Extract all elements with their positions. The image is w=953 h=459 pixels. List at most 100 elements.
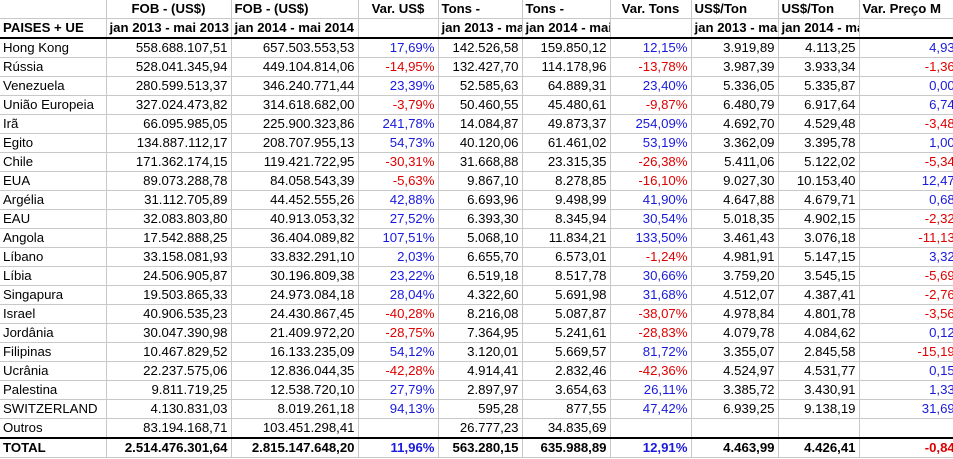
var-preco-cell[interactable]: -5,34% bbox=[859, 152, 953, 172]
country-cell[interactable]: Palestina bbox=[0, 380, 107, 400]
fob2014-cell[interactable]: 119.421.722,95 bbox=[231, 152, 359, 172]
var-tons-cell[interactable]: 53,19% bbox=[610, 133, 692, 153]
tons2014-cell[interactable]: 8.517,78 bbox=[522, 266, 611, 286]
ust2013-cell[interactable]: 5.336,05 bbox=[691, 76, 779, 96]
fob2014-cell[interactable]: 36.404.089,82 bbox=[231, 228, 359, 248]
header-cell[interactable]: Tons - bbox=[522, 0, 611, 19]
var-usd-cell[interactable]: -14,95% bbox=[358, 57, 439, 77]
ust2014-cell[interactable]: 6.917,64 bbox=[778, 95, 860, 115]
var-usd-cell[interactable]: 94,13% bbox=[358, 399, 439, 419]
var-tons-cell[interactable]: 133,50% bbox=[610, 228, 692, 248]
var-preco-cell[interactable]: 0,12% bbox=[859, 323, 953, 343]
var-preco-cell[interactable]: 31,69% bbox=[859, 399, 953, 419]
tons2013-cell[interactable]: 8.216,08 bbox=[438, 304, 523, 324]
fob2014-cell[interactable]: 44.452.555,26 bbox=[231, 190, 359, 210]
country-cell[interactable]: Angola bbox=[0, 228, 107, 248]
var-usd-cell[interactable]: 54,12% bbox=[358, 342, 439, 362]
var-tons-cell[interactable]: -16,10% bbox=[610, 171, 692, 191]
tons2014-cell[interactable]: 5.241,61 bbox=[522, 323, 611, 343]
ust2014-cell[interactable]: 3.545,15 bbox=[778, 266, 860, 286]
var-preco-cell[interactable]: 12,47% bbox=[859, 171, 953, 191]
country-cell[interactable]: Líbia bbox=[0, 266, 107, 286]
var-usd-cell[interactable]: 17,69% bbox=[358, 38, 439, 58]
header-cell[interactable]: FOB - (US$) bbox=[106, 0, 232, 19]
header-cell[interactable]: US$/Ton bbox=[691, 0, 779, 19]
ust2014-cell[interactable]: 5.147,15 bbox=[778, 247, 860, 267]
var-preco-cell[interactable]: -15,19% bbox=[859, 342, 953, 362]
tons2013-cell[interactable]: 6.393,30 bbox=[438, 209, 523, 229]
header-cell[interactable]: jan 2013 - mai 2013 bbox=[691, 18, 779, 39]
fob2013-cell[interactable]: 32.083.803,80 bbox=[106, 209, 232, 229]
header-cell[interactable]: jan 2014 - mai 2014 bbox=[231, 18, 359, 39]
ust2013-cell[interactable]: 5.018,35 bbox=[691, 209, 779, 229]
tons2013-cell[interactable]: 26.777,23 bbox=[438, 418, 523, 439]
var-usd-cell[interactable]: 2,03% bbox=[358, 247, 439, 267]
ust2013-cell[interactable] bbox=[691, 418, 779, 439]
var-preco-cell[interactable]: -1,36% bbox=[859, 57, 953, 77]
var-preco-cell[interactable] bbox=[859, 418, 953, 439]
var-preco-cell[interactable]: 0,68% bbox=[859, 190, 953, 210]
header-cell[interactable]: jan 2014 - mai 2014 bbox=[778, 18, 860, 39]
fob2014-cell[interactable]: 103.451.298,41 bbox=[231, 418, 359, 439]
var-usd-cell[interactable]: 107,51% bbox=[358, 228, 439, 248]
ust2014-cell[interactable]: 4.084,62 bbox=[778, 323, 860, 343]
header-cell[interactable]: Var. US$ bbox=[358, 0, 439, 19]
var-tons-cell[interactable]: 26,11% bbox=[610, 380, 692, 400]
header-cell[interactable]: jan 2013 - mai 2013 bbox=[438, 18, 523, 39]
var-tons-cell[interactable]: 12,15% bbox=[610, 38, 692, 58]
fob2014-cell[interactable]: 657.503.553,53 bbox=[231, 38, 359, 58]
ust2014-cell[interactable]: 4.387,41 bbox=[778, 285, 860, 305]
ust2014-cell[interactable]: 3.076,18 bbox=[778, 228, 860, 248]
var-tons-cell[interactable] bbox=[610, 418, 692, 439]
ust2013-cell[interactable]: 4.981,91 bbox=[691, 247, 779, 267]
tons2013-cell[interactable]: 6.519,18 bbox=[438, 266, 523, 286]
fob2013-cell[interactable]: 24.506.905,87 bbox=[106, 266, 232, 286]
country-cell[interactable]: Outros bbox=[0, 418, 107, 439]
header-cell[interactable] bbox=[610, 18, 692, 39]
ust2013-cell[interactable]: 4.978,84 bbox=[691, 304, 779, 324]
ust2014-cell[interactable]: 9.138,19 bbox=[778, 399, 860, 419]
tons2013-cell[interactable]: 4.322,60 bbox=[438, 285, 523, 305]
fob2014-cell[interactable]: 12.538.720,10 bbox=[231, 380, 359, 400]
country-cell[interactable]: Irã bbox=[0, 114, 107, 134]
tons2013-cell[interactable]: 7.364,95 bbox=[438, 323, 523, 343]
ust2014-cell[interactable]: 10.153,40 bbox=[778, 171, 860, 191]
tons2014-cell[interactable]: 8.345,94 bbox=[522, 209, 611, 229]
tons2014-cell[interactable]: 2.832,46 bbox=[522, 361, 611, 381]
country-cell[interactable]: Singapura bbox=[0, 285, 107, 305]
ust2013-cell[interactable]: 3.919,89 bbox=[691, 38, 779, 58]
var-tons-cell[interactable]: -42,36% bbox=[610, 361, 692, 381]
tons2014-cell[interactable]: 3.654,63 bbox=[522, 380, 611, 400]
tons2013-cell[interactable]: 9.867,10 bbox=[438, 171, 523, 191]
fob2013-cell[interactable]: 528.041.345,94 bbox=[106, 57, 232, 77]
fob2014-cell[interactable]: 24.973.084,18 bbox=[231, 285, 359, 305]
fob2014-cell[interactable]: 84.058.543,39 bbox=[231, 171, 359, 191]
tons2014-cell[interactable]: 635.988,89 bbox=[522, 437, 611, 458]
fob2013-cell[interactable]: 4.130.831,03 bbox=[106, 399, 232, 419]
fob2013-cell[interactable]: 17.542.888,25 bbox=[106, 228, 232, 248]
ust2013-cell[interactable]: 4.647,88 bbox=[691, 190, 779, 210]
var-tons-cell[interactable]: 31,68% bbox=[610, 285, 692, 305]
country-cell[interactable]: Jordânia bbox=[0, 323, 107, 343]
ust2014-cell[interactable]: 5.122,02 bbox=[778, 152, 860, 172]
tons2014-cell[interactable]: 23.315,35 bbox=[522, 152, 611, 172]
fob2014-cell[interactable]: 225.900.323,86 bbox=[231, 114, 359, 134]
var-preco-cell[interactable]: -2,76% bbox=[859, 285, 953, 305]
var-usd-cell[interactable]: -30,31% bbox=[358, 152, 439, 172]
fob2013-cell[interactable]: 10.467.829,52 bbox=[106, 342, 232, 362]
country-cell[interactable]: Ucrânia bbox=[0, 361, 107, 381]
var-preco-cell[interactable]: 4,93% bbox=[859, 38, 953, 58]
ust2013-cell[interactable]: 6.480,79 bbox=[691, 95, 779, 115]
ust2013-cell[interactable]: 4.463,99 bbox=[691, 437, 779, 458]
var-usd-cell[interactable]: 42,88% bbox=[358, 190, 439, 210]
tons2013-cell[interactable]: 2.897,97 bbox=[438, 380, 523, 400]
tons2013-cell[interactable]: 563.280,15 bbox=[438, 437, 523, 458]
header-cell[interactable]: jan 2014 - mai 2014 bbox=[522, 18, 611, 39]
var-usd-cell[interactable]: 23,39% bbox=[358, 76, 439, 96]
fob2014-cell[interactable]: 40.913.053,32 bbox=[231, 209, 359, 229]
fob2013-cell[interactable]: 558.688.107,51 bbox=[106, 38, 232, 58]
tons2013-cell[interactable]: 31.668,88 bbox=[438, 152, 523, 172]
header-cell[interactable] bbox=[0, 0, 107, 19]
var-usd-cell[interactable]: 27,79% bbox=[358, 380, 439, 400]
var-tons-cell[interactable]: 81,72% bbox=[610, 342, 692, 362]
